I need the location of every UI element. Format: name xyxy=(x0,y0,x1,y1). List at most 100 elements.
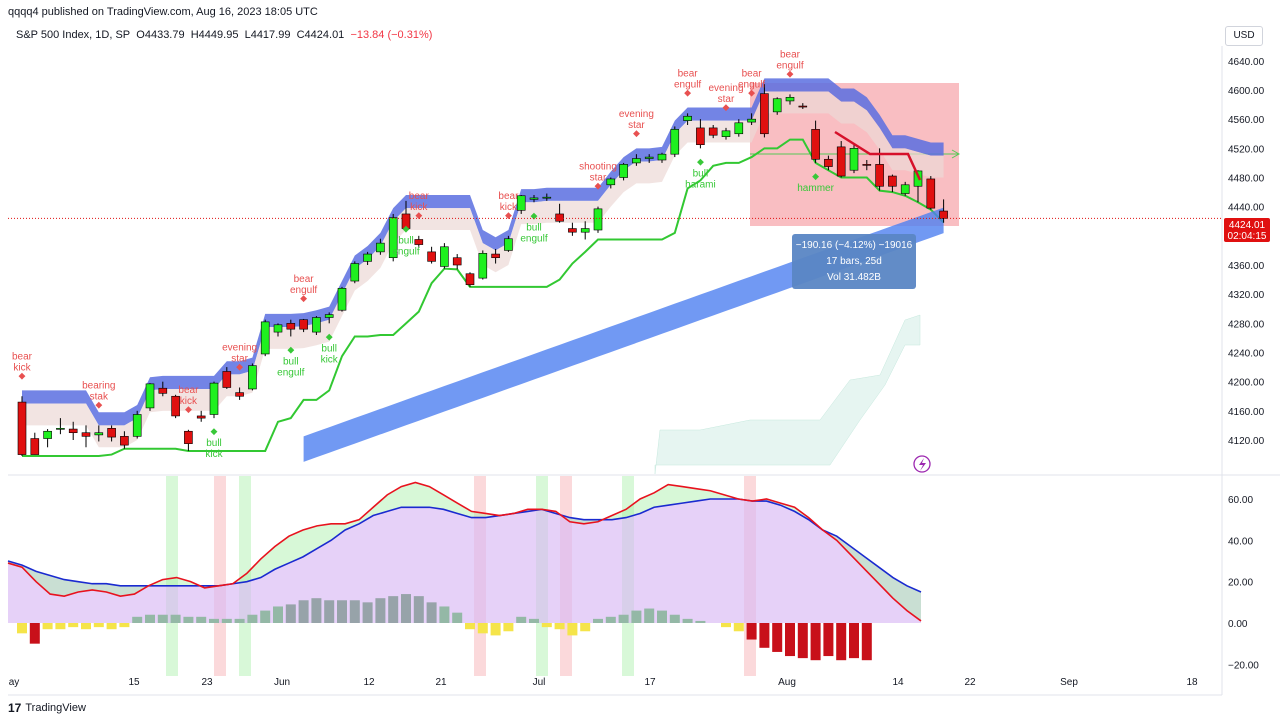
candle-body xyxy=(798,105,808,108)
pattern-label: harami xyxy=(685,179,716,190)
candle-body xyxy=(196,415,206,419)
macd-line xyxy=(7,481,922,622)
osc-tick-label: 60.00 xyxy=(1228,495,1253,506)
time-tick-label: 17 xyxy=(644,677,656,688)
pattern-label: engulf xyxy=(520,233,547,244)
histogram-bar xyxy=(772,623,783,652)
histogram-bar xyxy=(503,623,514,632)
pattern-marker: ◆ xyxy=(697,156,704,166)
candle-body xyxy=(363,253,372,262)
price-tick-label: 4360.00 xyxy=(1228,261,1265,272)
candle-body xyxy=(888,175,897,187)
histogram-bar xyxy=(42,623,53,630)
currency-button[interactable]: USD xyxy=(1225,26,1263,46)
candle-body xyxy=(939,210,948,219)
pattern-marker: ◆ xyxy=(300,293,307,303)
histogram-bar xyxy=(81,623,91,630)
candle-body xyxy=(107,428,116,438)
candle-body xyxy=(760,93,769,135)
time-tick-label: 15 xyxy=(128,677,140,688)
candle-body xyxy=(273,324,283,333)
lightning-icon xyxy=(913,455,931,473)
candle-body xyxy=(337,288,347,311)
candle-body xyxy=(312,317,321,333)
candle-body xyxy=(414,239,424,245)
candle-body xyxy=(324,314,334,318)
candle-body xyxy=(388,217,398,259)
time-tick-label: 23 xyxy=(201,677,213,688)
histogram-bar xyxy=(849,623,859,659)
pattern-label: star xyxy=(718,94,735,105)
pattern-label: engulf xyxy=(290,285,317,296)
histogram-bar xyxy=(759,623,770,648)
histogram-bar xyxy=(490,623,501,636)
candle-body xyxy=(708,127,718,136)
pattern-marker: ◆ xyxy=(236,362,243,372)
pattern-label: engulf xyxy=(674,79,701,90)
measure-info-line3: Vol 31.482B xyxy=(827,272,881,283)
candle-body xyxy=(465,273,475,285)
candle-body xyxy=(427,251,436,262)
candle-body xyxy=(875,164,884,187)
candle-body xyxy=(350,263,360,282)
pattern-label: star xyxy=(231,354,248,365)
pattern-label: star xyxy=(628,120,645,131)
candle-body xyxy=(811,129,820,160)
histogram-bar xyxy=(465,623,475,630)
candle-body xyxy=(209,382,219,415)
candle-body xyxy=(580,228,590,233)
time-tick-label: Sep xyxy=(1060,677,1078,688)
candle-body xyxy=(132,414,142,437)
candle-body xyxy=(120,436,129,446)
signal-band xyxy=(166,476,178,676)
pattern-label: bear xyxy=(12,351,33,362)
pattern-marker: ◆ xyxy=(211,426,218,436)
last-price-badge xyxy=(1224,218,1270,242)
pattern-marker: ◆ xyxy=(185,404,192,414)
candle-body xyxy=(491,253,500,259)
candle-body xyxy=(222,371,232,388)
pattern-label: evening xyxy=(619,109,654,120)
pattern-label: bearing xyxy=(82,380,115,391)
osc-tick-label: 0.00 xyxy=(1228,619,1248,630)
pattern-label: engulf xyxy=(277,367,304,378)
pattern-label: bull xyxy=(321,343,337,354)
candle-body xyxy=(785,96,795,102)
histogram-bar xyxy=(106,623,117,630)
pattern-label: bear xyxy=(178,385,199,396)
histogram-bar xyxy=(68,623,79,628)
candle-body xyxy=(145,383,155,409)
histogram-bar xyxy=(836,623,847,661)
pattern-marker: ◆ xyxy=(723,102,730,112)
candle-body xyxy=(900,184,910,194)
pattern-marker: ◆ xyxy=(505,210,512,220)
histogram-bar xyxy=(721,623,731,628)
price-tick-label: 4480.00 xyxy=(1228,174,1265,185)
candle-body xyxy=(926,178,936,209)
pattern-label: evening xyxy=(222,343,257,354)
pattern-label: shooting xyxy=(579,162,617,173)
price-tick-label: 4600.00 xyxy=(1228,86,1265,97)
time-tick-label: 18 xyxy=(1186,677,1198,688)
candle-body xyxy=(94,432,104,436)
candle-body xyxy=(260,321,270,355)
candle-body xyxy=(158,387,168,394)
price-tick-label: 4440.00 xyxy=(1228,203,1265,214)
pattern-label: kick xyxy=(410,202,428,213)
candle-body xyxy=(401,213,411,229)
publish-header: qqqq4 published on TradingView.com, Aug … xyxy=(8,6,318,18)
histogram-bar xyxy=(580,623,591,632)
candle-body xyxy=(555,213,564,222)
candle-body xyxy=(670,129,680,155)
price-tick-label: 4520.00 xyxy=(1228,144,1265,155)
pattern-label: bull xyxy=(693,168,709,179)
price-tick-label: 4160.00 xyxy=(1228,407,1265,418)
footer: 17 TradingView xyxy=(8,701,86,715)
open-value: O4433.79 xyxy=(136,29,185,41)
histogram-bar xyxy=(17,623,27,634)
time-tick-label: Jul xyxy=(533,677,546,688)
candle-body xyxy=(56,428,65,430)
histogram-bar xyxy=(567,623,578,636)
cloud-ribbon xyxy=(303,207,944,462)
